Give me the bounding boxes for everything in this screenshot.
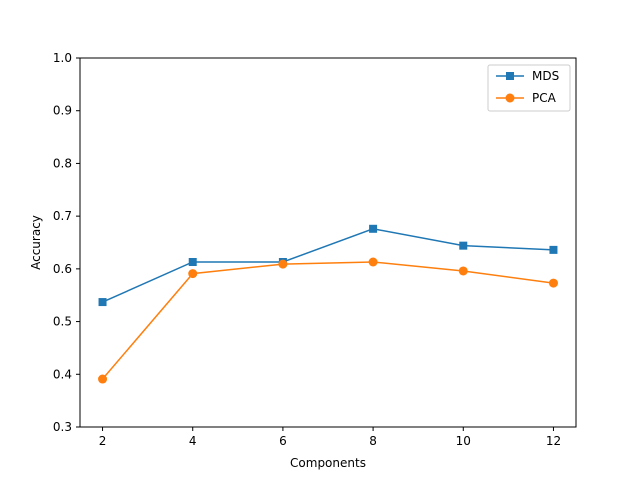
x-tick-label: 6 xyxy=(279,434,287,448)
data-point-pca xyxy=(548,278,558,288)
x-tick-label: 12 xyxy=(546,434,561,448)
ticks-layer: 2 4 6 8 10 12 0.3 0.4 0.5 0.6 0.7 0.8 0.9 1.0 xyxy=(53,51,561,448)
data-point-mds xyxy=(188,258,197,267)
legend-label: PCA xyxy=(532,91,557,105)
series-pca xyxy=(98,257,558,384)
y-tick-label: 0.7 xyxy=(53,209,72,223)
x-tick-label: 2 xyxy=(99,434,107,448)
plot-frame xyxy=(79,57,577,428)
y-tick-label: 0.6 xyxy=(53,262,72,276)
legend-marker xyxy=(505,93,515,103)
y-tick-label: 0.3 xyxy=(53,420,72,434)
legend-marker xyxy=(506,72,514,80)
y-tick-label: 0.8 xyxy=(53,156,72,170)
data-point-mds xyxy=(98,298,107,307)
y-tick-label: 0.4 xyxy=(53,367,72,381)
y-tick-label: 1.0 xyxy=(53,51,72,65)
y-axis-title: Accuracy xyxy=(29,215,43,270)
x-tick-label: 4 xyxy=(189,434,197,448)
x-tick-label: 10 xyxy=(456,434,471,448)
legend: MDS PCA xyxy=(487,64,571,112)
series-line-mds xyxy=(102,228,554,303)
data-point-pca xyxy=(278,259,288,269)
legend-label: MDS xyxy=(532,69,559,83)
data-point-pca xyxy=(98,374,108,384)
data-point-mds xyxy=(459,241,468,250)
data-point-pca xyxy=(458,266,468,276)
series-line-pca xyxy=(101,261,554,380)
data-point-mds xyxy=(549,245,558,254)
y-tick-label: 0.5 xyxy=(53,315,72,329)
legend-item-pca: PCA xyxy=(496,91,557,105)
data-point-mds xyxy=(369,224,378,233)
x-tick-label: 8 xyxy=(369,434,377,448)
legend-item-mds: MDS xyxy=(496,69,559,83)
y-tick-label: 0.9 xyxy=(53,104,72,118)
x-axis-title: Components xyxy=(290,456,366,470)
series-layer xyxy=(98,224,558,384)
data-point-pca xyxy=(368,257,378,267)
data-point-pca xyxy=(188,269,198,279)
